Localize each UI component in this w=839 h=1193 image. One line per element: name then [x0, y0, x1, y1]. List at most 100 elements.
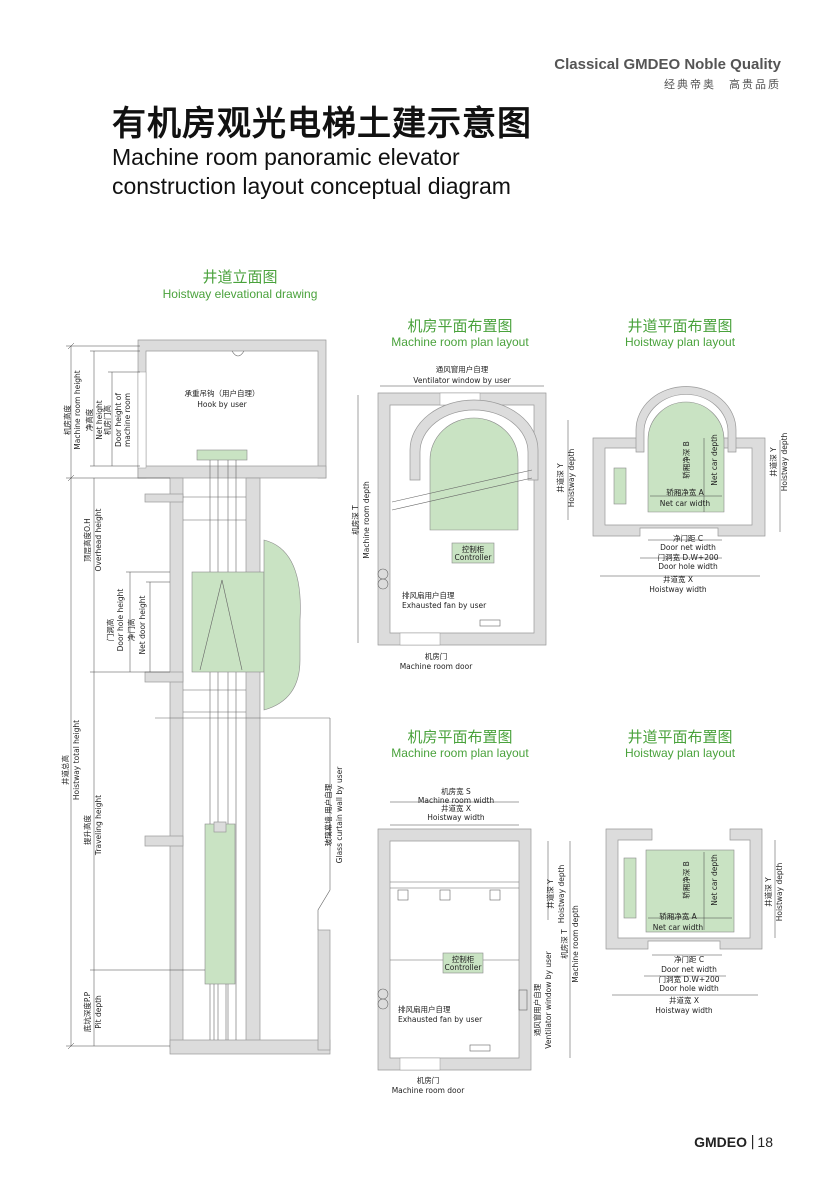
- mr1-door-label-en: Machine room door: [400, 662, 474, 671]
- hw2-net-door-label-en: Door net width: [661, 965, 717, 974]
- hw1-net-door-label-cn: 净门距 C: [673, 533, 703, 543]
- mr1-fan-label-en: Exhausted fan by user: [402, 601, 487, 610]
- hw2-hw-width-label-cn: 井道宽 X: [669, 995, 699, 1005]
- hoistway-elevation-drawing: 承重吊钩（用户自理） Hook by user 机房高度 Machine roo…: [60, 339, 344, 1055]
- mr2-hw-width-label-cn: 井道宽 X: [441, 803, 471, 813]
- overhead-label-en: Overhead height: [94, 508, 103, 571]
- brand-tagline-cn: 经典帝奥 高贵品质: [664, 78, 781, 91]
- panoramic-glass-bay: [263, 539, 301, 711]
- mr-door-label-en1: Door height of: [114, 393, 123, 447]
- pit-floor-slab: [169, 1039, 331, 1055]
- hw1-net-door-label-en: Door net width: [660, 543, 716, 552]
- page-title-cn: 有机房观光电梯土建示意图: [112, 104, 532, 144]
- page-title-en-line1: Machine room panoramic elevator: [112, 144, 460, 170]
- mr1-fan-label-cn: 排风扇用户自理: [402, 590, 455, 600]
- mr2-vent-window: [518, 989, 528, 1011]
- section-title-mr-plan-2-cn: 机房平面布置图: [407, 728, 513, 746]
- hw2-hw-width-label-en: Hoistway width: [655, 1006, 713, 1015]
- mr1-controller-label-cn: 控制柜: [462, 544, 485, 554]
- glass-wall-label-cn: 玻璃幕墙 用户自理: [323, 783, 333, 846]
- machine-room-floor-slab: [137, 465, 327, 479]
- section-title-hw-plan-1-en: Hoistway plan layout: [624, 335, 736, 349]
- mr1-door-label-cn: 机房门: [425, 651, 448, 661]
- hw1-counterweight: [613, 467, 627, 505]
- landing-slab: [144, 671, 184, 683]
- hw1-hw-depth-label-en: Hoistway depth: [780, 432, 789, 491]
- hw1-hw-width-label-en: Hoistway width: [649, 585, 707, 594]
- mr1-vent-label-en: Ventilator window by user: [413, 376, 511, 385]
- pit-side-wall: [317, 929, 331, 1051]
- mr2-controller: [442, 952, 484, 974]
- mr1-car-outline: [429, 417, 519, 531]
- net-door-label-cn: 净门高: [126, 618, 136, 641]
- footer-logo: GMDEO: [694, 1134, 747, 1150]
- glass-wall-label-en: Glass curtain wall by user: [335, 766, 344, 864]
- landing-slab: [144, 835, 184, 847]
- mr-height-label-cn: 机房高度: [62, 405, 72, 435]
- pit-depth-label-en: Pit depth: [94, 995, 103, 1029]
- mr2-fan-label-cn: 排风扇用户自理: [398, 1004, 451, 1014]
- mr2-hw-depth-label-en: Hoistway depth: [557, 864, 566, 923]
- hoistway-right-wall: [245, 477, 261, 1049]
- hw1-door-hole-label-en: Door hole width: [658, 562, 718, 571]
- mr1-controller-label-en: Controller: [455, 553, 493, 562]
- section-title-mr-plan-1-en: Machine room plan layout: [391, 335, 529, 349]
- door-hole-label-cn: 门洞高: [105, 618, 115, 641]
- elevator-car: [191, 571, 265, 673]
- counterweight: [204, 823, 236, 985]
- landing-slab: [144, 493, 184, 503]
- mr1-depth-label-cn: 机房深 T: [350, 505, 360, 535]
- hw2-hw-depth-label-en: Hoistway depth: [775, 862, 784, 921]
- hw1-car-width-label-en: Net car width: [660, 499, 711, 508]
- hw2-net-door-label-cn: 净门距 C: [674, 954, 704, 964]
- section-title-elevation-en: Hoistway elevational drawing: [162, 287, 318, 301]
- mr1-hw-depth-label-en: Hoistway depth: [567, 448, 576, 507]
- mr2-width-label-en: Machine room width: [418, 796, 494, 805]
- mr2-hw-depth-label-cn: 井道深 Y: [545, 879, 555, 909]
- hoistway-left-wall: [169, 477, 184, 1049]
- total-height-label-en: Hoistway total height: [72, 720, 81, 800]
- mr2-mr-depth-label-en: Machine room depth: [571, 905, 580, 983]
- travel-height-label-en: Traveling height: [94, 795, 103, 856]
- mr-door-label-en2: machine room: [123, 393, 132, 447]
- machine-room-plan-2: 控制柜 Controller 机房宽 S Machine room width …: [377, 786, 580, 1095]
- hw1-car: [647, 401, 725, 513]
- hw2-counterweight: [623, 857, 637, 919]
- section-title-hw-plan-1-cn: 井道平面布置图: [627, 317, 733, 335]
- mr2-width-label-cn: 机房宽 S: [441, 786, 471, 796]
- hw2-car-width-label-cn: 轿厢净宽 A: [659, 911, 697, 921]
- machine-room-plan-1: 控制柜 Controller 通风窗用户自理 Ventilator window…: [350, 364, 576, 671]
- mr2-hw-width-label-en: Hoistway width: [427, 813, 485, 822]
- hw1-hw-depth-label-cn: 井道深 Y: [768, 447, 778, 477]
- mr2-fan-label-en: Exhausted fan by user: [398, 1015, 483, 1024]
- section-title-hw-plan-2-en: Hoistway plan layout: [624, 746, 736, 760]
- hw1-car-width-label-cn: 轿厢净宽 A: [666, 487, 704, 497]
- hw1-glass-bay-wall: [635, 386, 737, 453]
- mr1-depth-label-en: Machine room depth: [362, 481, 371, 559]
- hw2-car: [645, 849, 735, 933]
- mr-height-label-en: Machine room height: [73, 370, 82, 450]
- net-door-label-en: Net door height: [138, 596, 147, 655]
- mr1-glass-bay-wall: [409, 399, 539, 481]
- mr2-vent-label-en: Ventilator window by user: [544, 950, 553, 1048]
- mr2-mr-depth-label-cn: 机房深 T: [559, 929, 569, 959]
- net-height-label-cn: 净高度: [84, 408, 94, 431]
- mr2-door-label-en: Machine room door: [392, 1086, 466, 1095]
- hw1-door-hole-label-cn: 门洞宽 D.W+200: [657, 552, 718, 562]
- door-hole-label-en: Door hole height: [116, 589, 125, 652]
- mr1-hw-depth-label-cn: 井道深 Y: [555, 463, 565, 493]
- brand-tagline-en: Classical GMDEO Noble Quality: [554, 56, 781, 73]
- hoistway-plan-2: 轿厢净深 B Net car depth 轿厢净宽 A Net car widt…: [605, 828, 784, 1015]
- footer-separator: |: [750, 1134, 755, 1150]
- overhead-label-cn: 顶层高度O.H: [82, 518, 92, 562]
- hw1-car-depth-label-cn: 轿厢净深 B: [681, 441, 691, 479]
- hw2-walls: [605, 828, 763, 950]
- section-title-mr-plan-1-cn: 机房平面布置图: [407, 317, 513, 335]
- mr2-walls: [377, 828, 532, 1071]
- page-number: 18: [757, 1134, 773, 1150]
- hw2-car-depth-label-en: Net car depth: [710, 854, 719, 906]
- mr1-vent-label-cn: 通风窗用户自理: [436, 364, 489, 374]
- exhaust-fan-icon: [377, 988, 389, 1010]
- hw2-car-width-label-en: Net car width: [653, 923, 704, 932]
